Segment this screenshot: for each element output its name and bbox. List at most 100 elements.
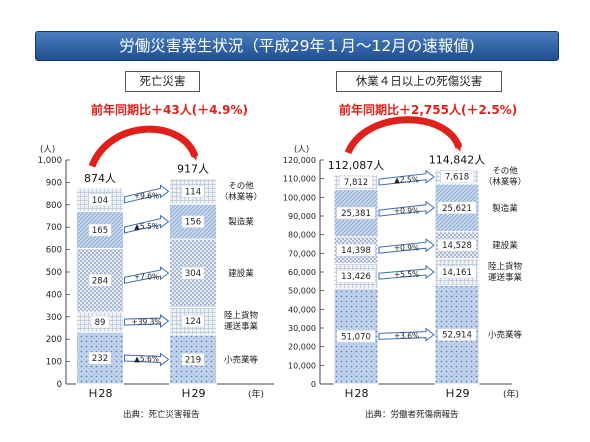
fatal-ytick-label: 800	[46, 201, 62, 211]
injury-data-label-box	[437, 201, 477, 215]
fatal-data-label: 156	[185, 218, 201, 228]
injury-ytick-label: 50,000	[288, 287, 316, 296]
fatal-series-name: その他	[228, 180, 254, 191]
fatal-data-label: 304	[185, 269, 201, 279]
fatal-total-label: 874人	[84, 172, 116, 185]
fatal-xlabel: (年)	[248, 388, 264, 400]
injury-data-label-box	[336, 243, 376, 257]
panel-title-injury: 休業４日以上の死傷災害	[336, 71, 502, 92]
injury-data-label-box	[339, 175, 373, 189]
fatal-change-arrow	[124, 314, 170, 329]
injury-change-arrow	[378, 200, 435, 217]
injury-ytick-label: 60,000	[288, 268, 316, 277]
injury-series-name: 建設業	[492, 240, 518, 251]
fatal-ytick-label: 400	[46, 290, 62, 300]
injury-ylabel: (人)	[294, 145, 309, 155]
fatal-ytick-label: 1,000	[38, 156, 62, 166]
change-label-fatal: 前年同期比＋43人(＋4.9%)	[91, 103, 248, 117]
injury-ytick-label: 0	[311, 380, 316, 389]
injury-data-label: 52,914	[442, 331, 472, 341]
injury-data-label-box	[440, 170, 474, 183]
injury-ytick-label: 40,000	[288, 305, 316, 314]
fatal-data-label: 219	[185, 355, 201, 365]
fatal-data-label-box	[181, 215, 205, 228]
fatal-data-label: 284	[92, 276, 108, 286]
panel-title-fatal: 死亡災害	[125, 71, 200, 92]
injury-data-label: 14,161	[442, 268, 472, 278]
injury-data-label: 25,621	[442, 204, 472, 214]
injury-ytick-label: 90,000	[288, 212, 316, 221]
fatal-ytick-label: 600	[46, 246, 62, 256]
injury-series-name-sub: 運送事業	[488, 272, 523, 283]
injury-ytick-label: 10,000	[288, 361, 316, 370]
fatal-x-category: Ｈ29	[181, 387, 206, 400]
injury-data-label: 51,070	[341, 332, 371, 342]
fatal-ytick-label: 100	[46, 358, 62, 368]
fatal-change-arrow	[124, 266, 170, 284]
fatal-series-name: 建設業	[228, 268, 254, 279]
fatal-change-arrow	[124, 352, 170, 367]
injury-series-name: その他	[492, 166, 518, 177]
injury-change-arrow	[378, 327, 435, 342]
fatal-ytick-label: 900	[46, 178, 62, 188]
injury-series-name: 陸上貨物	[488, 261, 523, 272]
injury-ytick-label: 20,000	[288, 343, 316, 352]
injury-series-name-sub: （林業等）	[484, 177, 527, 188]
injury-xlabel: (年)	[503, 388, 519, 400]
injury-series-name: 小売業等	[488, 330, 523, 341]
fatal-data-label: 232	[92, 354, 108, 364]
change-label-injury: 前年同期比＋2,755人(＋2.5%)	[339, 103, 518, 117]
injury-change-value: +3.6%	[394, 331, 419, 340]
fatal-change-arrow	[124, 214, 170, 234]
fatal-change-value: ▲5.6%	[134, 355, 159, 364]
injury-data-label: 14,398	[341, 246, 371, 256]
fatal-data-label-box	[181, 185, 205, 198]
fatal-data-label-box	[90, 315, 110, 329]
fatal-data-label: 124	[185, 317, 201, 327]
source-fatal: 出典：死亡災害報告	[123, 410, 200, 420]
injury-data-label: 7,618	[445, 173, 469, 183]
injury-data-label: 7,812	[344, 178, 368, 188]
injury-data-label: 14,528	[442, 241, 472, 251]
injury-trend-arrow	[344, 116, 463, 155]
source-injury: 出典：労働者死傷病報告	[365, 410, 459, 420]
injury-data-label-box	[336, 269, 376, 283]
injury-ytick-label: 70,000	[288, 249, 316, 258]
fatal-change-value: ▲5.5%	[134, 222, 159, 231]
fatal-data-label-box	[88, 274, 112, 287]
fatal-ylabel: (人)	[40, 145, 55, 155]
page-title: 労働災害発生状況（平成29年１月～12月の速報値)	[35, 31, 559, 61]
fatal-ytick-label: 700	[46, 223, 62, 233]
injury-series-name: 製造業	[492, 203, 518, 214]
injury-data-label: 25,381	[341, 209, 371, 219]
injury-change-value: ▲2.5%	[394, 175, 419, 184]
injury-change-value: +0.9%	[394, 244, 419, 253]
injury-data-label-box	[336, 206, 376, 220]
injury-ytick-label: 80,000	[288, 231, 316, 240]
fatal-series-name: 小売業等	[224, 354, 259, 365]
fatal-data-label: 114	[185, 187, 201, 197]
injury-ytick-label: 120,000	[283, 156, 316, 165]
fatal-change-value: +39.3%	[131, 318, 161, 327]
fatal-total-label: 917人	[177, 163, 209, 176]
injury-x-category: Ｈ29	[445, 387, 470, 400]
fatal-ytick-label: 300	[46, 313, 62, 323]
fatal-data-label: 89	[95, 318, 106, 328]
injury-data-label-box	[336, 330, 376, 343]
injury-total-label: 114,842人	[429, 154, 486, 167]
fatal-series-name: 製造業	[228, 217, 254, 228]
injury-change-arrow	[378, 169, 435, 186]
fatal-data-label: 104	[92, 196, 108, 206]
fatal-data-label-box	[88, 223, 112, 237]
injury-x-category: Ｈ28	[344, 387, 369, 400]
injury-change-value: +5.5%	[394, 270, 419, 279]
fatal-data-label-box	[181, 266, 205, 280]
injury-data-label-box	[437, 265, 477, 279]
fatal-change-value: +7.0%	[134, 273, 159, 282]
fatal-ytick-label: 200	[46, 335, 62, 345]
injury-ytick-label: 100,000	[283, 193, 316, 202]
injury-change-arrow	[378, 238, 435, 254]
fatal-change-value: +9.6%	[134, 192, 159, 201]
injury-change-value: +0.9%	[394, 206, 419, 215]
